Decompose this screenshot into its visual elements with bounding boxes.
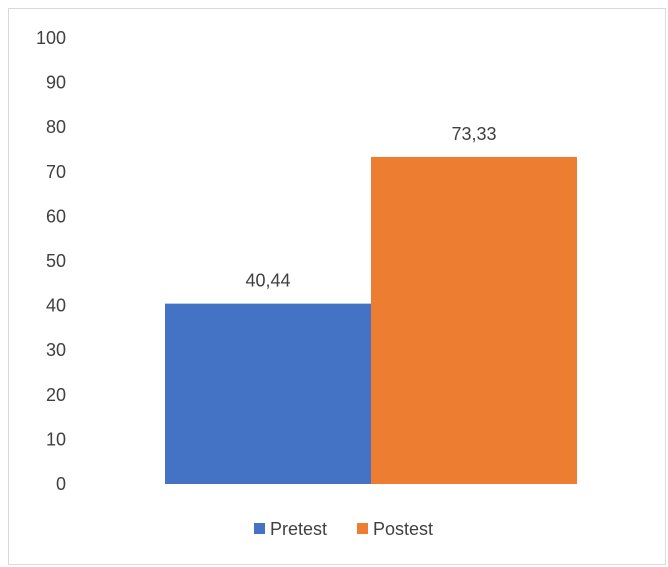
legend-label-postest: Postest [373,519,433,539]
y-tick-label-80: 80 [46,117,66,137]
legend: Pretest Postest [254,519,433,539]
y-tick-label-100: 100 [36,28,66,48]
y-axis: 0 10 20 30 40 50 60 70 80 90 100 [36,28,66,494]
y-tick-label-60: 60 [46,206,66,226]
bar-pretest [165,303,371,484]
y-tick-label-40: 40 [46,296,66,316]
legend-swatch-postest [357,523,368,534]
y-tick-label-10: 10 [46,429,66,449]
y-tick-label-90: 90 [46,73,66,93]
bars [165,156,577,485]
legend-swatch-pretest [254,523,265,534]
y-tick-label-20: 20 [46,385,66,405]
y-tick-label-50: 50 [46,251,66,271]
data-label-postest: 73,33 [451,124,496,144]
data-label-pretest: 40,44 [245,271,290,291]
y-tick-label-70: 70 [46,162,66,182]
data-labels: 40,44 73,33 [245,124,496,291]
bar-postest [371,156,577,485]
y-tick-label-0: 0 [56,474,66,494]
y-tick-label-30: 30 [46,340,66,360]
legend-label-pretest: Pretest [270,519,327,539]
